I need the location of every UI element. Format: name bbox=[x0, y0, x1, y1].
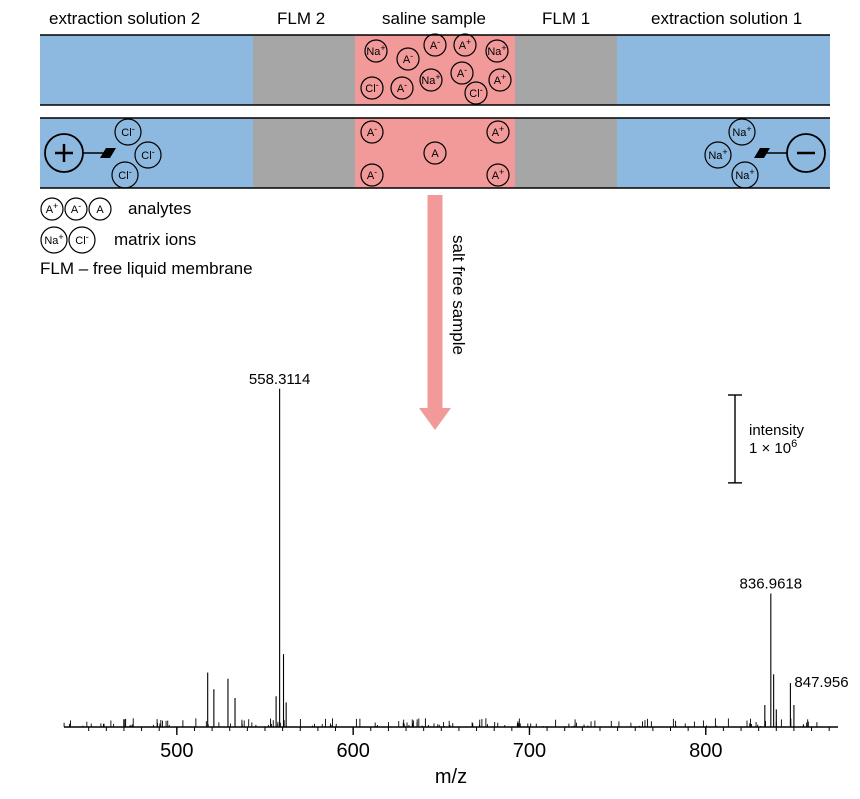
svg-text:847.956: 847.956 bbox=[794, 674, 848, 691]
svg-text:800: 800 bbox=[689, 740, 722, 762]
svg-text:matrix ions: matrix ions bbox=[114, 230, 196, 249]
svg-text:extraction solution 1: extraction solution 1 bbox=[651, 9, 802, 28]
svg-text:FLM 1: FLM 1 bbox=[542, 9, 590, 28]
svg-text:FLM 2: FLM 2 bbox=[277, 9, 325, 28]
figure-canvas: extraction solution 2 FLM 2 saline sample F… bbox=[0, 0, 860, 799]
svg-text:600: 600 bbox=[336, 740, 369, 762]
svg-text:intensity: intensity bbox=[749, 422, 805, 439]
svg-text:A: A bbox=[96, 204, 104, 216]
svg-text:836.9618: 836.9618 bbox=[740, 575, 803, 592]
svg-text:m/z: m/z bbox=[435, 766, 467, 788]
svg-text:saline sample: saline sample bbox=[382, 9, 486, 28]
arrow-label: salt free sample bbox=[449, 235, 468, 355]
svg-text:FLM – free liquid membrane: FLM – free liquid membrane bbox=[40, 259, 253, 278]
svg-text:Na+: Na+ bbox=[44, 232, 63, 247]
membrane-diagram: extraction solution 2 FLM 2 saline sample F… bbox=[40, 9, 830, 430]
svg-text:A+: A+ bbox=[46, 201, 59, 216]
svg-text:A-: A- bbox=[71, 201, 81, 216]
svg-text:500: 500 bbox=[160, 740, 193, 762]
svg-text:558.3114: 558.3114 bbox=[249, 371, 310, 388]
mass-spectrum: 500 600 700 800 m/z 558.3114 836.9618 847.956 in… bbox=[64, 371, 849, 788]
svg-text:1 × 106: 1 × 106 bbox=[749, 438, 797, 457]
svg-text:extraction solution 2: extraction solution 2 bbox=[49, 9, 200, 28]
svg-text:700: 700 bbox=[513, 740, 546, 762]
svg-text:A: A bbox=[431, 148, 439, 160]
svg-text:analytes: analytes bbox=[128, 199, 191, 218]
svg-text:Cl-: Cl- bbox=[75, 232, 88, 247]
